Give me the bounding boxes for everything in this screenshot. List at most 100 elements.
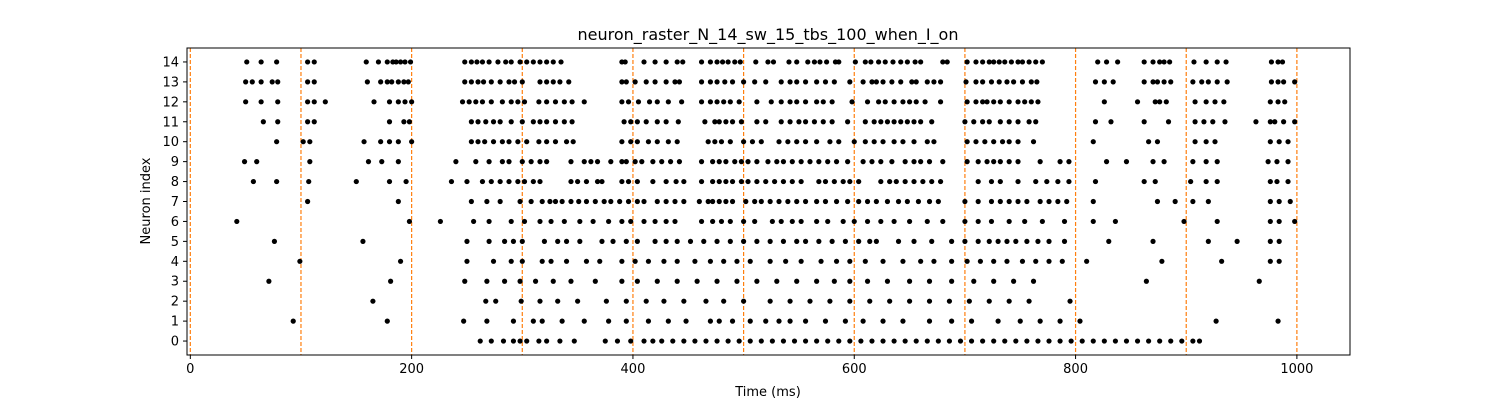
spike-dot: [906, 298, 913, 304]
spike-dot: [537, 59, 543, 65]
spike-dot: [884, 119, 891, 125]
spike-dot: [988, 79, 995, 85]
spike-dot: [1267, 238, 1273, 244]
spike-dot: [1061, 238, 1068, 244]
spike-dot: [258, 79, 264, 85]
spike-dot: [462, 59, 468, 65]
spike-dot: [816, 238, 822, 244]
spike-dot: [634, 278, 640, 284]
spike-dot: [988, 218, 995, 225]
spike-dot: [964, 59, 970, 65]
spike-dot: [811, 59, 818, 65]
spike-dot: [780, 178, 787, 185]
spike-dot: [1033, 119, 1039, 125]
spike-dot: [632, 79, 638, 85]
spike-dot: [891, 218, 897, 225]
spike-dot: [1033, 258, 1039, 264]
spike-dot: [949, 278, 955, 284]
spike-dot: [407, 59, 414, 65]
spike-dot: [519, 79, 525, 85]
spike-dot: [840, 178, 846, 185]
spike-dot: [786, 59, 792, 65]
spike-dot: [623, 318, 629, 324]
spike-dot: [816, 178, 822, 185]
spike-dot: [258, 99, 264, 105]
spike-dot: [842, 238, 849, 244]
spike-dot: [670, 338, 676, 344]
spike-dot: [1214, 178, 1220, 185]
spike-dot: [665, 318, 671, 324]
spike-dot: [1004, 79, 1010, 85]
spike-dot: [1205, 198, 1211, 205]
spike-dot: [754, 278, 760, 284]
spike-dot: [388, 278, 394, 284]
spike-dot: [763, 79, 769, 85]
spike-dot: [714, 278, 720, 284]
spike-dot: [479, 59, 486, 65]
spike-dot: [483, 298, 489, 304]
spike-dot: [1285, 178, 1291, 185]
spike-dot: [860, 318, 866, 324]
spike-dot: [964, 258, 970, 264]
spike-dot: [814, 278, 820, 284]
spike-dot: [1275, 99, 1281, 105]
spike-dot: [860, 159, 866, 165]
spike-dot: [1006, 159, 1012, 165]
spike-dot: [895, 198, 902, 205]
spike-dot: [437, 218, 444, 225]
spike-dot: [820, 99, 826, 105]
spike-dot: [698, 99, 705, 105]
spike-dot: [889, 159, 895, 165]
spike-dot: [482, 139, 488, 145]
spike-dot: [530, 178, 536, 185]
spike-dot: [1292, 218, 1298, 225]
spike-dot: [634, 238, 640, 244]
spike-dot: [519, 119, 525, 125]
spike-dot: [1015, 159, 1021, 165]
spike-dot: [393, 59, 399, 65]
spike-dot: [395, 198, 401, 205]
spike-dot: [864, 218, 871, 225]
spike-dot: [913, 79, 919, 85]
spike-dot: [1019, 79, 1026, 85]
spike-dot: [920, 178, 926, 185]
spike-dot: [663, 59, 669, 65]
spike-dot: [729, 198, 736, 205]
spike-dot: [878, 159, 884, 165]
spike-dot: [468, 119, 474, 125]
spike-dot: [363, 59, 369, 65]
spike-dot: [643, 79, 649, 85]
spike-dot: [873, 79, 879, 85]
spike-dot: [719, 59, 726, 65]
spike-dot: [980, 59, 986, 65]
spike-dot: [1090, 338, 1096, 344]
spike-dot: [632, 258, 638, 264]
spike-dot: [488, 79, 494, 85]
spike-dot: [384, 79, 390, 85]
spike-dot: [537, 159, 543, 165]
spike-dot: [1134, 99, 1141, 105]
spike-dot: [243, 79, 249, 85]
spike-dot: [681, 198, 687, 205]
chart-title: neuron_raster_N_14_sw_15_tbs_100_when_I_…: [578, 25, 959, 45]
spike-dot: [462, 278, 468, 284]
spike-dot: [873, 198, 879, 205]
spike-dot: [975, 159, 981, 165]
spike-dot: [1192, 99, 1198, 105]
spike-dot: [758, 338, 764, 344]
spike-dot: [1221, 99, 1227, 105]
spike-dot: [769, 218, 775, 225]
spike-dot: [836, 139, 842, 145]
y-tick-label: 4: [171, 255, 179, 270]
spike-dot: [621, 119, 627, 125]
spike-dot: [643, 119, 649, 125]
spike-dot: [681, 338, 687, 344]
spike-dot: [968, 318, 975, 324]
spike-dot: [1067, 298, 1073, 304]
spike-dot: [902, 338, 908, 344]
spike-dot: [462, 79, 468, 85]
spike-dot: [510, 338, 517, 344]
spike-dot: [517, 278, 523, 284]
spike-dot: [862, 139, 868, 145]
spike-dot: [592, 278, 598, 284]
